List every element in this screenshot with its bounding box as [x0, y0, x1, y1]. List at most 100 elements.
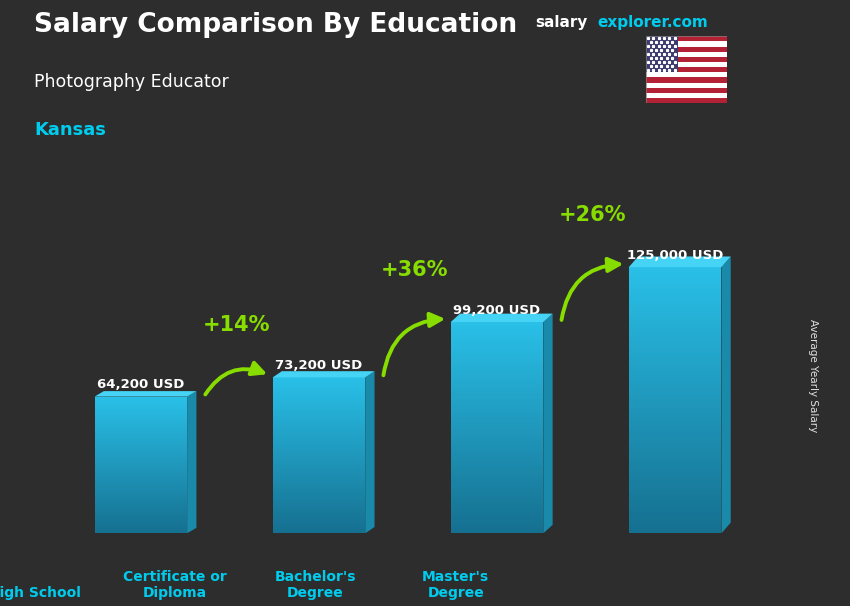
Bar: [450, 520, 543, 523]
Bar: [273, 473, 366, 475]
Bar: [94, 427, 187, 429]
Bar: [450, 491, 543, 494]
Bar: [629, 510, 722, 513]
Bar: [450, 499, 543, 502]
Bar: [94, 514, 187, 516]
Bar: [629, 400, 722, 404]
Polygon shape: [273, 371, 375, 378]
Text: +14%: +14%: [202, 315, 270, 335]
Bar: [450, 515, 543, 518]
Bar: [450, 425, 543, 428]
Bar: [629, 413, 722, 417]
Bar: [646, 62, 727, 67]
Bar: [450, 446, 543, 449]
Bar: [273, 389, 366, 391]
Bar: [629, 290, 722, 294]
Bar: [450, 420, 543, 422]
Bar: [273, 453, 366, 455]
Bar: [629, 507, 722, 510]
Bar: [450, 396, 543, 399]
Bar: [94, 496, 187, 498]
Bar: [273, 428, 366, 430]
Bar: [629, 450, 722, 453]
Bar: [629, 437, 722, 440]
Bar: [94, 528, 187, 530]
FancyArrowPatch shape: [383, 314, 441, 375]
Bar: [94, 448, 187, 450]
Bar: [450, 378, 543, 380]
Bar: [629, 267, 722, 270]
Bar: [273, 416, 366, 418]
Bar: [646, 88, 727, 93]
Bar: [273, 482, 366, 485]
Bar: [273, 502, 366, 504]
Bar: [94, 502, 187, 504]
Bar: [94, 425, 187, 427]
Bar: [450, 507, 543, 510]
Bar: [94, 434, 187, 436]
Bar: [629, 387, 722, 390]
Bar: [94, 458, 187, 460]
Bar: [629, 373, 722, 377]
Bar: [94, 462, 187, 463]
Bar: [273, 379, 366, 381]
Bar: [450, 465, 543, 467]
Bar: [629, 457, 722, 460]
Bar: [273, 440, 366, 442]
Bar: [94, 454, 187, 456]
Bar: [629, 350, 722, 354]
Bar: [273, 403, 366, 405]
Bar: [629, 397, 722, 400]
Bar: [273, 519, 366, 522]
Bar: [94, 492, 187, 494]
Bar: [273, 504, 366, 506]
Bar: [629, 274, 722, 277]
Bar: [94, 441, 187, 443]
Bar: [629, 430, 722, 433]
Bar: [629, 364, 722, 367]
Bar: [273, 401, 366, 403]
Bar: [273, 524, 366, 525]
Bar: [450, 502, 543, 504]
Bar: [629, 513, 722, 517]
Bar: [629, 520, 722, 524]
Bar: [273, 430, 366, 432]
Bar: [629, 354, 722, 357]
Bar: [450, 483, 543, 486]
Bar: [273, 500, 366, 502]
Bar: [629, 470, 722, 473]
Bar: [94, 530, 187, 531]
Bar: [646, 82, 727, 88]
Bar: [94, 482, 187, 484]
Bar: [94, 456, 187, 458]
Polygon shape: [722, 256, 731, 533]
Bar: [94, 471, 187, 473]
Bar: [629, 317, 722, 321]
Bar: [629, 417, 722, 420]
Polygon shape: [366, 371, 375, 533]
Bar: [273, 530, 366, 531]
Bar: [450, 362, 543, 364]
Bar: [94, 433, 187, 434]
Bar: [450, 399, 543, 401]
Bar: [94, 489, 187, 491]
Bar: [629, 420, 722, 424]
Bar: [94, 531, 187, 533]
Bar: [646, 93, 727, 98]
Bar: [273, 471, 366, 473]
Bar: [450, 383, 543, 385]
Bar: [273, 418, 366, 421]
Bar: [273, 391, 366, 393]
Bar: [273, 481, 366, 482]
Bar: [273, 477, 366, 479]
Bar: [450, 422, 543, 425]
Bar: [629, 497, 722, 500]
Text: Kansas: Kansas: [34, 121, 106, 139]
Text: 73,200 USD: 73,200 USD: [275, 359, 363, 372]
Bar: [273, 465, 366, 467]
Bar: [646, 72, 727, 78]
Bar: [94, 414, 187, 415]
Bar: [94, 501, 187, 502]
Bar: [94, 436, 187, 438]
Text: Certificate or
Diploma: Certificate or Diploma: [122, 570, 226, 600]
